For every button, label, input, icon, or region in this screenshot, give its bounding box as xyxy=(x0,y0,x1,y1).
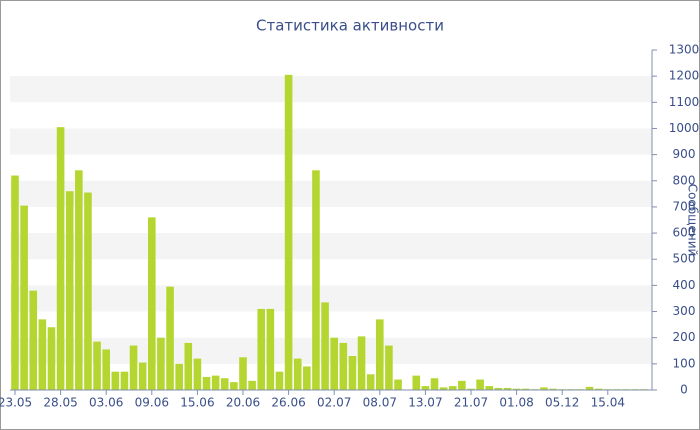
bar xyxy=(485,386,494,390)
x-tick-label: 01.08 xyxy=(499,396,533,410)
bar xyxy=(330,337,338,390)
bar xyxy=(494,387,503,390)
y-tick-label: 700 xyxy=(673,199,696,213)
bar xyxy=(193,358,202,390)
grid-band xyxy=(10,180,652,207)
y-tick-label: 0 xyxy=(680,383,688,397)
bar xyxy=(47,327,56,390)
y-tick-label: 600 xyxy=(673,226,696,240)
bar xyxy=(266,308,275,390)
chart-title: Статистика активности xyxy=(256,17,444,35)
y-tick-label: 1300 xyxy=(669,43,700,57)
x-tick-label: 02.07 xyxy=(317,396,351,410)
y-tick-label: 800 xyxy=(673,173,696,187)
bar xyxy=(412,375,421,390)
bar xyxy=(65,191,74,390)
bar xyxy=(430,378,439,390)
bar xyxy=(293,358,302,390)
bar xyxy=(202,376,211,390)
bar xyxy=(366,374,375,390)
y-tick-label: 1000 xyxy=(669,121,700,135)
y-tick-label: 1100 xyxy=(669,95,700,109)
bar xyxy=(148,217,156,390)
bar xyxy=(220,378,229,390)
bar xyxy=(129,345,138,390)
bar xyxy=(111,371,120,390)
grid-band xyxy=(10,128,652,155)
grid-band xyxy=(10,233,652,260)
bar xyxy=(29,290,38,390)
x-tick-label: 03.06 xyxy=(89,396,123,410)
x-tick-label: 23.05 xyxy=(0,396,32,410)
bar xyxy=(75,170,83,390)
bar xyxy=(93,341,101,390)
bar xyxy=(549,388,557,390)
bar xyxy=(138,362,147,390)
x-tick-label: 15.04 xyxy=(591,396,625,410)
bar xyxy=(239,357,247,390)
x-tick-label: 21.07 xyxy=(454,396,488,410)
bar xyxy=(11,175,19,390)
bar xyxy=(275,371,284,390)
bar xyxy=(385,345,393,390)
y-tick-label: 900 xyxy=(673,147,696,161)
y-tick-label: 100 xyxy=(673,356,696,370)
bar xyxy=(540,387,548,390)
bar xyxy=(175,363,183,390)
y-tick-label: 500 xyxy=(673,252,696,266)
bar xyxy=(339,342,348,390)
bar xyxy=(230,382,238,390)
bar xyxy=(439,387,448,390)
x-tick-label: 13.07 xyxy=(408,396,442,410)
bar xyxy=(284,74,293,390)
bar xyxy=(512,388,521,390)
x-tick-label: 09.06 xyxy=(135,396,169,410)
y-axis-label: Сообщений xyxy=(686,184,700,257)
x-tick-label: 08.07 xyxy=(363,396,397,410)
bar xyxy=(421,386,430,390)
x-tick-label: 26.06 xyxy=(271,396,305,410)
bar xyxy=(120,371,129,390)
bar xyxy=(458,380,466,390)
bar xyxy=(157,337,165,390)
bar xyxy=(20,205,28,390)
bar xyxy=(594,388,603,390)
bar xyxy=(56,127,65,391)
x-tick-label: 05.12 xyxy=(545,396,579,410)
bar xyxy=(248,380,256,390)
x-tick-label: 20.06 xyxy=(226,396,260,410)
bar xyxy=(84,192,92,390)
x-tick-label: 15.06 xyxy=(180,396,214,410)
bar xyxy=(376,319,384,390)
bar xyxy=(394,379,402,390)
y-tick-label: 200 xyxy=(673,330,696,344)
x-tick-label: 28.05 xyxy=(43,396,77,410)
bar xyxy=(585,386,594,390)
bar xyxy=(303,366,311,390)
bar xyxy=(348,356,357,390)
bar xyxy=(211,375,220,390)
bar xyxy=(357,336,366,390)
bar xyxy=(467,388,475,390)
grid-band xyxy=(10,76,652,103)
bar xyxy=(476,379,484,390)
bar xyxy=(184,342,193,390)
bar xyxy=(257,308,266,390)
y-tick-label: 1200 xyxy=(669,69,700,83)
grid-band xyxy=(10,285,652,312)
bar xyxy=(38,319,47,390)
y-tick-label: 300 xyxy=(673,304,696,318)
bar xyxy=(448,386,457,390)
bar xyxy=(521,388,530,390)
bar xyxy=(312,170,320,390)
bar xyxy=(166,286,174,390)
y-tick-label: 400 xyxy=(673,278,696,292)
bar xyxy=(321,302,329,390)
bar xyxy=(102,349,110,390)
bar xyxy=(503,387,512,390)
